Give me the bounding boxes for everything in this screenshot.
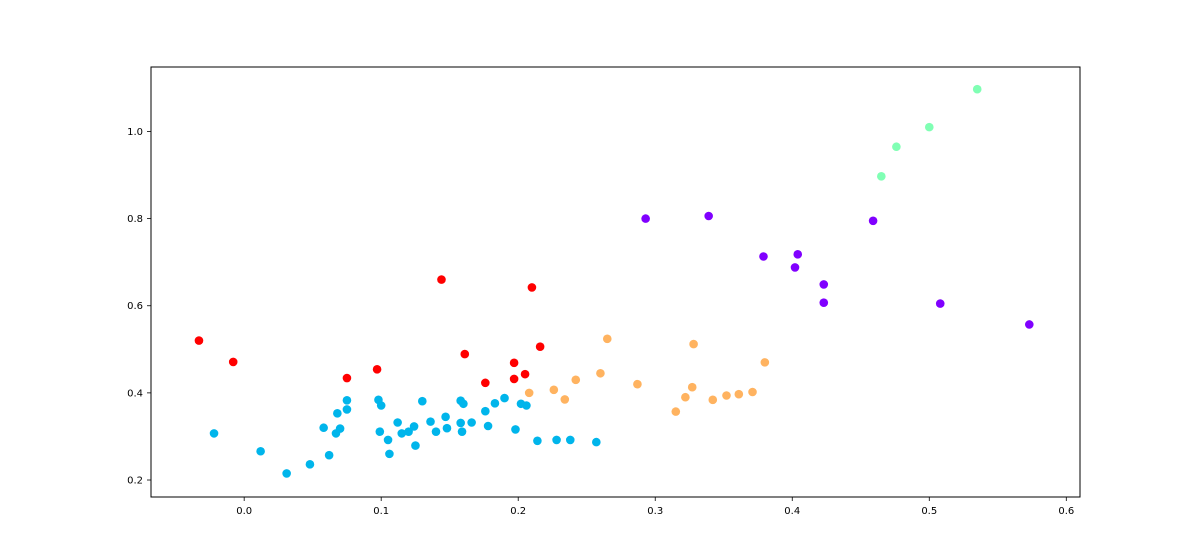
y-tick-label: 0.4 — [127, 388, 143, 399]
data-point — [565, 435, 575, 445]
data-point — [535, 342, 545, 352]
data-point — [483, 421, 493, 431]
data-point — [481, 378, 490, 388]
data-point — [376, 401, 386, 410]
data-point — [256, 446, 265, 456]
y-tick-label: 0.2 — [127, 476, 143, 487]
data-point — [490, 399, 500, 408]
data-point — [602, 334, 612, 344]
x-tick-label: 0.1 — [373, 506, 389, 517]
x-tick-label: 0.6 — [1058, 506, 1074, 517]
plot-frame — [150, 66, 1081, 498]
data-point — [522, 401, 531, 410]
data-point — [793, 250, 803, 259]
data-point — [790, 263, 800, 272]
data-point — [375, 427, 385, 436]
data-point — [194, 336, 204, 345]
data-point — [457, 427, 467, 436]
data-point — [687, 382, 697, 392]
data-point — [305, 460, 315, 469]
data-point — [509, 358, 519, 368]
data-point — [520, 369, 530, 379]
data-point — [704, 211, 713, 221]
data-point — [333, 409, 342, 418]
data-point — [335, 424, 345, 433]
data-point — [385, 449, 394, 459]
data-point — [592, 437, 601, 447]
data-point — [509, 374, 519, 384]
data-point — [411, 441, 420, 450]
data-points-layer — [194, 84, 1034, 478]
x-tick-label: 0.3 — [647, 506, 663, 517]
data-point — [1025, 320, 1034, 329]
data-point — [442, 423, 452, 433]
data-point — [228, 357, 238, 367]
data-point — [549, 385, 559, 395]
x-tick-label: 0.2 — [510, 506, 526, 517]
x-tick-label: 0.0 — [236, 506, 252, 517]
data-point — [819, 298, 829, 307]
y-tick-label: 0.8 — [127, 214, 143, 225]
data-point — [342, 405, 352, 414]
data-point — [456, 418, 465, 428]
data-point — [877, 172, 886, 181]
data-point — [397, 429, 407, 438]
data-point — [511, 425, 520, 434]
data-point — [342, 395, 352, 405]
data-point — [734, 389, 744, 399]
data-point — [460, 349, 470, 359]
data-point — [671, 407, 681, 416]
data-point — [596, 368, 605, 378]
y-tick-label: 0.6 — [127, 301, 143, 312]
data-point — [972, 84, 982, 94]
data-point — [722, 391, 731, 400]
data-point — [383, 435, 393, 445]
data-point — [641, 214, 650, 223]
data-point — [441, 412, 450, 422]
axes-layer: 0.0 0.1 0.2 0.3 0.4 0.5 0.6 0.2 0.4 0.6 0.8 1.0 — [127, 66, 1081, 517]
data-point — [689, 339, 698, 349]
data-point — [324, 450, 334, 460]
x-tick-label: 0.4 — [784, 506, 800, 517]
data-point — [437, 275, 446, 284]
data-point — [393, 418, 402, 427]
data-point — [426, 417, 435, 426]
data-point — [819, 280, 829, 289]
data-point — [524, 388, 534, 398]
data-point — [748, 387, 757, 397]
data-point — [459, 399, 468, 409]
data-point — [533, 436, 542, 446]
x-tick-label: 0.5 — [921, 506, 937, 517]
data-point — [418, 396, 427, 406]
data-point — [409, 422, 419, 431]
data-point — [760, 358, 770, 367]
data-point — [404, 427, 413, 436]
data-point — [500, 393, 509, 403]
data-point — [467, 418, 476, 427]
data-point — [431, 427, 441, 436]
data-point — [319, 423, 328, 433]
data-point — [759, 252, 768, 261]
data-point — [633, 379, 642, 389]
data-point — [560, 395, 570, 404]
data-point — [868, 216, 878, 226]
data-point — [527, 283, 537, 292]
data-point — [552, 435, 561, 445]
data-point — [209, 429, 219, 438]
data-point — [924, 122, 934, 132]
data-point — [342, 373, 352, 383]
data-point — [282, 469, 291, 478]
data-point — [892, 142, 901, 152]
data-point — [681, 392, 690, 402]
data-point — [708, 395, 718, 405]
y-tick-label: 1.0 — [127, 127, 143, 138]
data-point — [372, 365, 382, 374]
data-point — [935, 299, 945, 308]
data-point — [571, 375, 581, 385]
data-point — [481, 406, 490, 416]
